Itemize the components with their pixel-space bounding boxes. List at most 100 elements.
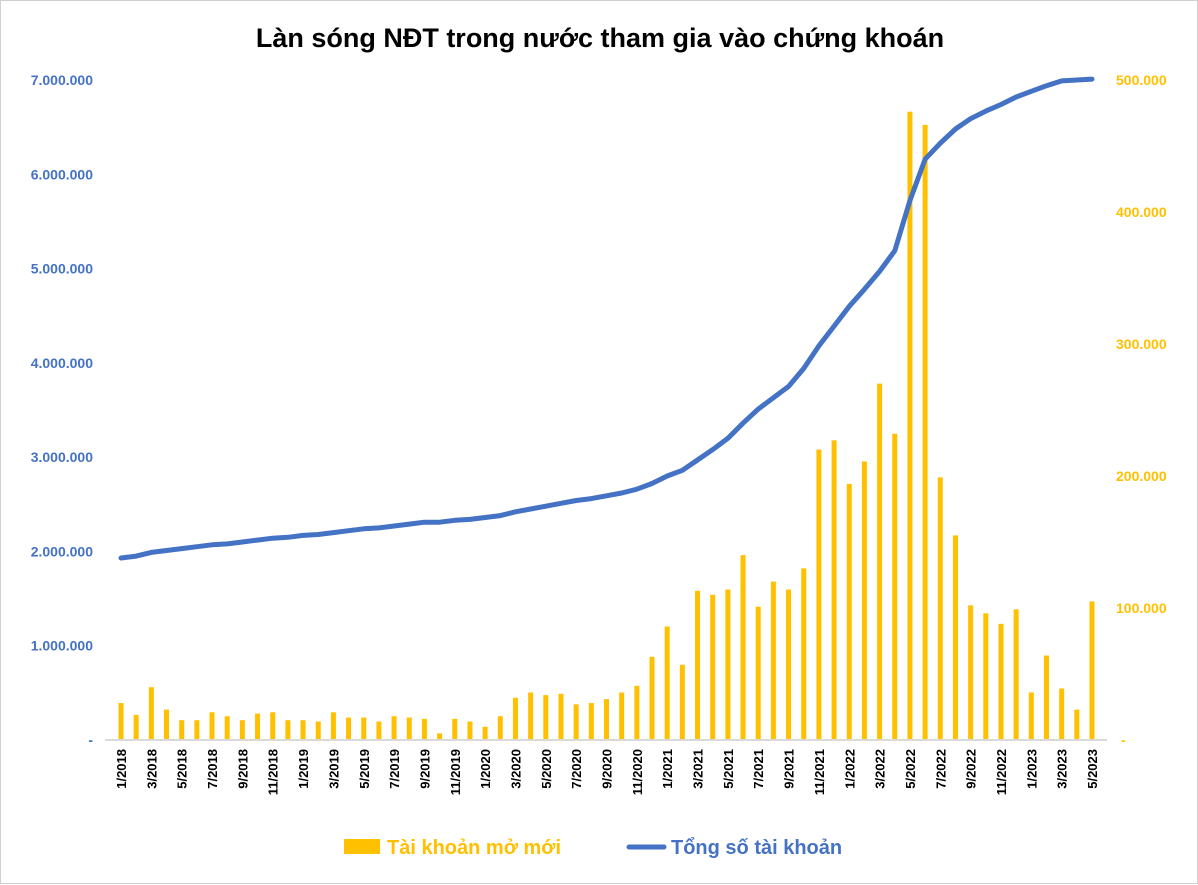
bar-new-accounts <box>877 384 882 740</box>
legend: Tài khoản mở mới Tổng số tài khoản <box>344 837 842 859</box>
bar-new-accounts <box>164 710 169 740</box>
bar-new-accounts <box>255 714 260 740</box>
x-axis-tick-label: 3/2023 <box>1055 749 1070 789</box>
x-axis-tick-label: 11/2022 <box>994 749 1009 795</box>
x-axis-tick-label: 3/2021 <box>691 749 706 789</box>
x-axis-tick-label: 9/2020 <box>600 749 615 789</box>
bar-new-accounts <box>1090 601 1095 740</box>
x-axis-tick-label: 5/2023 <box>1085 749 1100 789</box>
x-axis-tick-label: 7/2020 <box>569 749 584 789</box>
bar-new-accounts <box>816 450 821 740</box>
bar-new-accounts <box>574 704 579 740</box>
bar-new-accounts <box>194 720 199 740</box>
bar-new-accounts <box>1014 609 1019 740</box>
bar-new-accounts <box>862 461 867 740</box>
bar-new-accounts <box>1059 689 1064 740</box>
bar-new-accounts <box>938 477 943 740</box>
bar-new-accounts <box>558 694 563 740</box>
bar-new-accounts <box>1029 692 1034 740</box>
bar-new-accounts <box>771 582 776 740</box>
bar-new-accounts <box>923 125 928 740</box>
bar-new-accounts <box>695 591 700 740</box>
legend-label-new-accounts: Tài khoản mở mới <box>387 837 561 859</box>
bar-new-accounts <box>528 692 533 740</box>
bar-new-accounts <box>741 555 746 740</box>
bar-new-accounts <box>225 716 230 740</box>
x-axis-tick-label: 7/2018 <box>205 749 220 789</box>
right-axis-tick-label: 500.000 <box>1116 72 1167 88</box>
x-axis-tick-label: 11/2018 <box>266 749 281 795</box>
x-axis-tick-label: 11/2020 <box>630 749 645 795</box>
x-axis-tick-label: 5/2021 <box>721 749 736 789</box>
x-axis-tick-label: 1/2022 <box>842 749 857 789</box>
bar-new-accounts <box>725 590 730 740</box>
bar-new-accounts <box>680 665 685 740</box>
bar-new-accounts <box>240 720 245 740</box>
left-axis-tick-label: 4.000.000 <box>31 355 93 371</box>
bar-new-accounts <box>134 715 139 740</box>
bar-new-accounts <box>119 703 124 740</box>
bar-new-accounts <box>710 595 715 740</box>
x-axis-tick-label: 1/2020 <box>478 749 493 789</box>
bar-new-accounts <box>832 440 837 740</box>
x-axis-tick-label: 5/2020 <box>539 749 554 789</box>
right-axis-tick-label: 300.000 <box>1116 336 1167 352</box>
x-axis-tick-label: 1/2021 <box>660 749 675 789</box>
x-axis-tick-label: 1/2023 <box>1024 749 1039 789</box>
right-axis-tick-label: 200.000 <box>1116 468 1167 484</box>
bar-new-accounts <box>1074 710 1079 740</box>
bar-new-accounts <box>452 719 457 740</box>
x-axis-tick-label: 5/2019 <box>357 749 372 789</box>
x-axis-tick-label: 9/2021 <box>782 749 797 789</box>
bar-new-accounts <box>331 712 336 740</box>
left-axis-tick-label: 3.000.000 <box>31 449 93 465</box>
x-axis-tick-label: 7/2019 <box>387 749 402 789</box>
x-axis-tick-label: 9/2018 <box>235 749 250 789</box>
bar-new-accounts <box>498 716 503 740</box>
left-axis-tick-label: 1.000.000 <box>31 638 93 654</box>
x-axis-tick-label: 7/2021 <box>751 749 766 789</box>
bar-new-accounts <box>346 718 351 740</box>
bar-new-accounts <box>513 698 518 740</box>
x-axis-tick-label: 11/2019 <box>448 749 463 795</box>
bar-new-accounts <box>665 626 670 740</box>
bar-new-accounts <box>179 720 184 740</box>
legend-label-total-accounts: Tổng số tài khoản <box>671 837 842 859</box>
x-axis-tick-label: 9/2019 <box>417 749 432 789</box>
right-axis-tick-label: 100.000 <box>1116 600 1167 616</box>
x-axis-tick-label: 11/2021 <box>812 749 827 795</box>
x-axis-tick-label: 3/2018 <box>144 749 159 789</box>
bar-new-accounts <box>422 719 427 740</box>
bar-new-accounts <box>483 727 488 740</box>
x-axis-tick-label: 3/2019 <box>326 749 341 789</box>
bar-new-accounts <box>634 686 639 740</box>
bar-new-accounts <box>285 720 290 740</box>
bar-new-accounts <box>589 703 594 740</box>
bar-new-accounts <box>149 687 154 740</box>
left-axis-tick-label: 6.000.000 <box>31 166 93 182</box>
bar-new-accounts <box>847 484 852 740</box>
bar-new-accounts <box>983 613 988 740</box>
x-axis-tick-label: 1/2019 <box>296 749 311 789</box>
x-axis-tick-label: 5/2018 <box>175 749 190 789</box>
legend-swatch-new-accounts <box>344 839 380 854</box>
bar-new-accounts <box>953 535 958 740</box>
x-axis-tick-label: 5/2022 <box>903 749 918 789</box>
left-axis-tick-label: 2.000.000 <box>31 543 93 559</box>
bar-new-accounts <box>801 568 806 740</box>
bar-new-accounts <box>543 695 548 740</box>
chart-title: Làn sóng NĐT trong nước tham gia vào chứ… <box>256 23 944 53</box>
x-axis-tick-label: 1/2018 <box>114 749 129 789</box>
bar-new-accounts <box>756 607 761 740</box>
bar-new-accounts <box>786 590 791 740</box>
left-axis-tick-label: 5.000.000 <box>31 261 93 277</box>
x-axis-tick-label: 7/2022 <box>933 749 948 789</box>
right-axis-tick-label: 400.000 <box>1116 204 1167 220</box>
bar-new-accounts <box>650 657 655 740</box>
bar-new-accounts <box>392 716 397 740</box>
bar-new-accounts <box>301 720 306 740</box>
bar-new-accounts <box>892 434 897 740</box>
x-axis-tick-label: 9/2022 <box>964 749 979 789</box>
bar-new-accounts <box>619 692 624 740</box>
